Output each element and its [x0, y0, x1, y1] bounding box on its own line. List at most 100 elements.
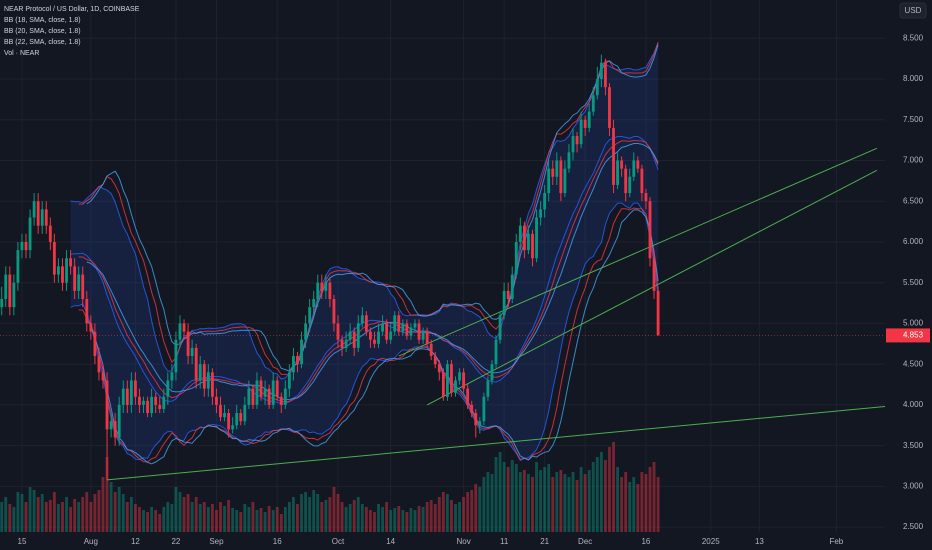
candle-body — [522, 225, 526, 251]
candle-body — [243, 404, 247, 422]
volume-bar — [247, 507, 251, 532]
volume-bar — [417, 506, 421, 532]
candle-body — [364, 315, 368, 332]
volume-bar — [81, 497, 85, 532]
volume-bar — [267, 506, 271, 532]
indicator-label: BB (20, SMA, close, 1.8) — [4, 28, 81, 35]
candle-body — [454, 380, 457, 393]
volume-bar — [0, 502, 4, 532]
volume-bar — [458, 502, 461, 532]
volume-bar — [206, 507, 210, 532]
candle-body — [227, 413, 231, 430]
volume-bar — [368, 510, 372, 532]
x-tick-label: 15 — [18, 537, 27, 546]
x-tick-label: Oct — [332, 537, 345, 546]
candle-body — [52, 241, 56, 275]
candle-body — [93, 331, 97, 357]
volume-bar — [312, 490, 316, 532]
volume-bar — [595, 457, 599, 532]
volume-bar — [587, 470, 591, 532]
candle-body — [555, 160, 559, 177]
volume-bar — [271, 510, 275, 532]
volume-bar — [296, 504, 299, 532]
candle-body — [441, 372, 445, 397]
candle-body — [259, 380, 263, 397]
x-tick-label: 2025 — [702, 537, 720, 546]
x-tick-label: Feb — [829, 537, 843, 546]
candle-body — [583, 119, 587, 128]
volume-bar — [559, 470, 563, 532]
volume-bar — [628, 482, 632, 532]
volume-bar — [275, 507, 279, 532]
candle-body — [563, 168, 567, 194]
x-tick-label: 16 — [641, 537, 650, 546]
trendline — [398, 147, 878, 357]
last-price-label: 4.853 — [903, 331, 924, 340]
candle-body — [44, 209, 48, 226]
candle-body — [61, 266, 64, 283]
y-tick-label: 8.500 — [903, 33, 924, 42]
candle-body — [182, 323, 186, 332]
volume-bar — [470, 490, 474, 532]
volume-bar — [478, 487, 482, 532]
candle-body — [510, 274, 514, 299]
candle-body — [437, 364, 441, 373]
candle-body — [308, 307, 312, 324]
volume-bar — [409, 508, 413, 532]
volume-pane — [0, 442, 660, 532]
volume-bar — [97, 490, 101, 532]
currency[interactable]: USD — [905, 6, 922, 15]
candle-body — [470, 404, 474, 414]
volume-bar — [287, 502, 291, 532]
candle-body — [498, 315, 502, 340]
volume-bar — [210, 504, 214, 532]
candle-body — [16, 250, 20, 283]
candle-body — [409, 327, 413, 336]
candle-body — [206, 372, 210, 389]
volume-bar — [259, 508, 263, 532]
candle-body — [113, 421, 117, 438]
volume-bar — [24, 502, 28, 532]
volume-bar — [174, 487, 178, 532]
candle-body — [150, 396, 154, 414]
volume-bar — [421, 507, 425, 532]
candle-body — [620, 160, 624, 169]
candle-body — [336, 323, 340, 340]
candle-body — [57, 266, 60, 275]
candle-body — [575, 136, 579, 145]
volume-bar — [539, 470, 543, 532]
candle-body — [656, 290, 660, 336]
volume-bar — [85, 492, 89, 532]
candle-body — [85, 298, 89, 324]
volume-bar — [527, 474, 530, 532]
candle-body — [377, 331, 380, 344]
volume-bar — [486, 472, 490, 532]
candle-body — [263, 388, 267, 397]
volume-bar — [462, 497, 466, 532]
volume-bar — [36, 497, 40, 532]
candle-body — [340, 339, 344, 348]
candle-body — [292, 356, 295, 373]
volume-bar — [377, 504, 380, 532]
candle-body — [117, 404, 121, 438]
x-tick-label: Sep — [209, 537, 224, 546]
candle-body — [567, 152, 571, 169]
currency-button[interactable] — [899, 2, 927, 19]
volume-bar — [89, 502, 93, 532]
volume-bar — [219, 502, 222, 532]
y-tick-label: 4.000 — [903, 400, 924, 409]
candle-body — [287, 372, 291, 389]
volume-bar — [121, 494, 125, 532]
y-tick-label: 3.500 — [903, 441, 924, 450]
candle-body — [543, 193, 547, 210]
candle-body — [210, 372, 214, 397]
volume-bar — [279, 514, 283, 532]
candle-body — [381, 323, 384, 332]
volume-bar — [308, 497, 312, 532]
candle-body — [271, 380, 275, 405]
volume-bar — [425, 502, 429, 532]
volume-bar — [364, 507, 368, 532]
candle-body — [514, 241, 518, 275]
y-tick-label: 5.500 — [903, 278, 924, 287]
